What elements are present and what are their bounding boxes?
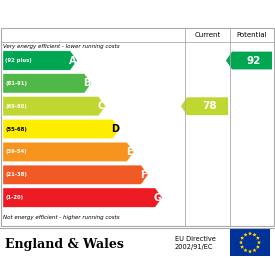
Polygon shape bbox=[3, 119, 120, 139]
Text: Current: Current bbox=[194, 32, 221, 38]
Polygon shape bbox=[3, 74, 91, 93]
Polygon shape bbox=[3, 165, 148, 184]
Text: (39-54): (39-54) bbox=[5, 149, 27, 155]
Polygon shape bbox=[256, 245, 260, 249]
Text: E: E bbox=[126, 147, 133, 157]
Polygon shape bbox=[3, 142, 134, 162]
Polygon shape bbox=[3, 96, 106, 116]
Polygon shape bbox=[240, 236, 244, 240]
Polygon shape bbox=[252, 248, 257, 252]
Text: B: B bbox=[83, 78, 90, 88]
Polygon shape bbox=[239, 240, 243, 244]
Polygon shape bbox=[3, 51, 77, 70]
Text: Not energy efficient - higher running costs: Not energy efficient - higher running co… bbox=[3, 215, 120, 220]
Polygon shape bbox=[3, 188, 162, 207]
Text: (81-91): (81-91) bbox=[5, 81, 27, 86]
Text: (55-68): (55-68) bbox=[5, 127, 27, 132]
Text: England & Wales: England & Wales bbox=[5, 238, 124, 251]
Text: (1-20): (1-20) bbox=[5, 195, 23, 200]
Text: EU Directive
2002/91/EC: EU Directive 2002/91/EC bbox=[175, 236, 216, 250]
Polygon shape bbox=[256, 236, 260, 240]
Bar bbox=[230, 229, 270, 256]
Text: (69-80): (69-80) bbox=[5, 104, 27, 109]
Polygon shape bbox=[257, 240, 261, 244]
Text: 92: 92 bbox=[247, 55, 261, 66]
Text: D: D bbox=[111, 124, 119, 134]
Text: C: C bbox=[97, 101, 104, 111]
Polygon shape bbox=[181, 97, 228, 115]
Text: Potential: Potential bbox=[237, 32, 267, 38]
Text: (21-38): (21-38) bbox=[5, 172, 27, 177]
Polygon shape bbox=[248, 231, 252, 235]
Polygon shape bbox=[243, 232, 248, 237]
Text: (92 plus): (92 plus) bbox=[5, 58, 32, 63]
Text: 78: 78 bbox=[202, 101, 217, 111]
Text: F: F bbox=[141, 170, 147, 180]
Text: G: G bbox=[153, 193, 161, 203]
Polygon shape bbox=[240, 245, 244, 249]
Polygon shape bbox=[226, 52, 272, 69]
Text: A: A bbox=[69, 55, 76, 66]
Polygon shape bbox=[248, 249, 252, 253]
Text: Energy Efficiency Rating: Energy Efficiency Rating bbox=[8, 7, 192, 20]
Polygon shape bbox=[252, 232, 257, 237]
Text: Very energy efficient - lower running costs: Very energy efficient - lower running co… bbox=[3, 44, 120, 49]
Polygon shape bbox=[243, 248, 248, 252]
